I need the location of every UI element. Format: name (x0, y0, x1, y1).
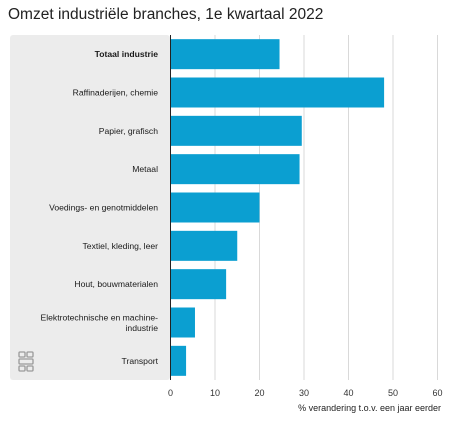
chart-title: Omzet industriële branches, 1e kwartaal … (8, 6, 324, 23)
bar (170, 192, 260, 223)
category-label: Elektrotechnische en machine-industrie (40, 312, 158, 333)
category-panel (10, 35, 170, 380)
bar (170, 77, 385, 108)
category-label: Textiel, kleding, leer (83, 241, 159, 251)
category-label: Hout, bouwmaterialen (74, 279, 158, 289)
category-label: Transport (122, 356, 159, 366)
category-label: Raffinaderijen, chemie (73, 88, 159, 98)
x-tick-label: 40 (343, 388, 353, 398)
bar (170, 154, 300, 185)
category-label: Totaal industrie (95, 49, 159, 59)
bars (170, 39, 385, 376)
bar (170, 115, 302, 146)
bar (170, 345, 187, 376)
x-axis-label: % verandering t.o.v. een jaar eerder (298, 403, 441, 413)
bar (170, 269, 227, 300)
x-tick-label: 60 (432, 388, 442, 398)
x-tick-label: 0 (168, 388, 173, 398)
category-labels: Totaal industrie Raffinaderijen, chemie Pa… (40, 49, 158, 366)
category-label: Metaal (132, 164, 158, 174)
x-tick-label: 20 (254, 388, 264, 398)
x-tick-label: 10 (210, 388, 220, 398)
category-label: Papier, grafisch (99, 126, 158, 136)
x-tick-label: 30 (299, 388, 309, 398)
x-tick-labels: 0 10 20 30 40 50 60 (168, 388, 443, 398)
category-label: Voedings- en genotmiddelen (49, 203, 158, 213)
bar (170, 307, 195, 338)
cbs-logo-icon (18, 351, 34, 372)
bar (170, 230, 238, 261)
bar (170, 39, 280, 70)
x-tick-label: 50 (388, 388, 398, 398)
